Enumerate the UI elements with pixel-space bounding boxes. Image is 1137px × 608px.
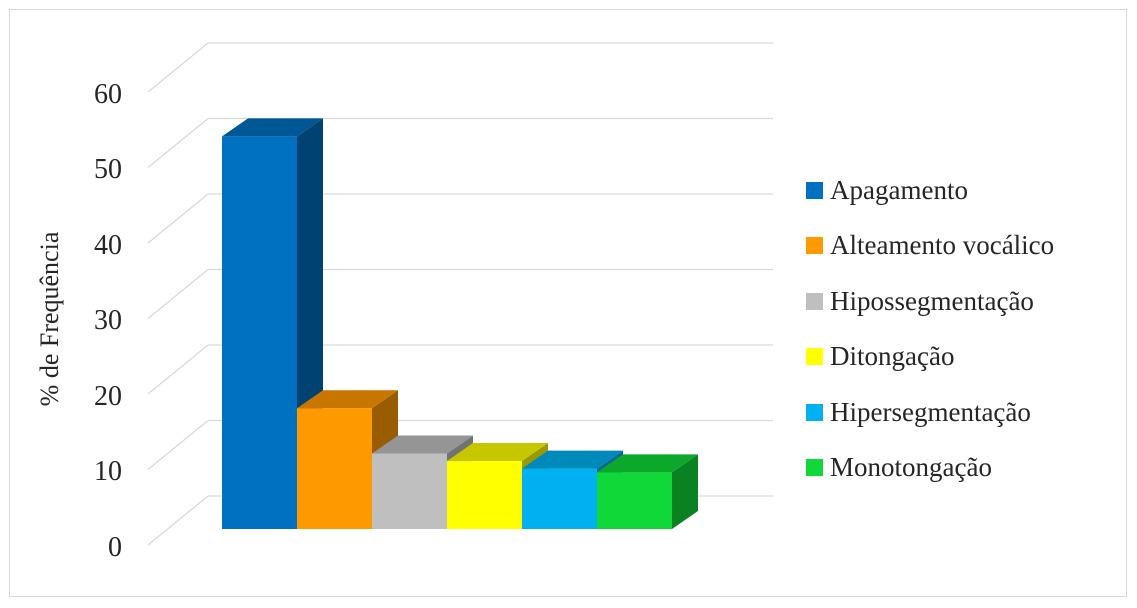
gridline-side — [147, 42, 209, 93]
gridline-side — [147, 117, 209, 169]
gridline-side — [147, 193, 209, 244]
bar-front — [597, 472, 672, 529]
bar-side — [672, 454, 698, 529]
bar-6 — [597, 454, 698, 529]
bar-top — [597, 454, 698, 473]
legend-item-hipossegmentacao: Hipossegmentação — [806, 285, 1054, 316]
y-tick-label: 30 — [94, 305, 122, 336]
y-tick-label: 60 — [94, 79, 122, 110]
gridline-side — [147, 419, 209, 471]
legend-swatch — [806, 348, 823, 366]
bar-front — [222, 136, 297, 529]
gridline-side — [147, 268, 209, 320]
legend-item-apagamento: Apagamento — [806, 174, 1054, 205]
legend-label: Monotongação — [830, 452, 992, 483]
bar-top — [297, 390, 398, 409]
legend-label: Ditongação — [830, 341, 955, 372]
legend: Apagamento Alteamento vocálico Hipossegm… — [806, 174, 1055, 510]
y-tick-label: 10 — [94, 456, 122, 487]
bar-front — [522, 468, 597, 529]
bar-front — [297, 408, 372, 529]
y-tick-label: 0 — [108, 532, 122, 563]
y-axis-label: % de Frequência — [35, 231, 64, 406]
legend-item-alteamento-vocalico: Alteamento vocálico — [806, 230, 1055, 261]
legend-swatch — [806, 237, 823, 255]
legend-label: Apagamento — [830, 174, 968, 205]
legend-label: Hipersegmentação — [830, 396, 1031, 427]
bar-top — [222, 118, 323, 137]
legend-label: Hipossegmentação — [830, 285, 1034, 316]
y-tick-label: 50 — [94, 154, 122, 185]
bar-front — [372, 453, 447, 529]
legend-item-hipersegmentacao: Hipersegmentação — [806, 396, 1054, 427]
y-tick-label: 40 — [94, 230, 122, 261]
legend-item-monotongacao: Monotongação — [806, 452, 1054, 483]
gridline-side — [147, 495, 209, 546]
bar-top — [447, 443, 548, 462]
bar-top — [372, 435, 473, 454]
bars — [222, 118, 698, 530]
y-axis-ticks: 0 10 20 30 40 50 60 — [94, 79, 122, 563]
legend-swatch — [806, 181, 823, 199]
gridline-side — [147, 344, 209, 395]
legend-label: Alteamento vocálico — [830, 230, 1055, 261]
bar-5 — [522, 450, 623, 529]
legend-swatch — [806, 459, 823, 477]
legend-item-ditongacao: Ditongação — [806, 341, 1054, 372]
legend-swatch — [806, 403, 823, 421]
legend-swatch — [806, 292, 823, 310]
y-tick-label: 20 — [94, 381, 122, 412]
bar-top — [522, 450, 623, 469]
bar-front — [447, 461, 522, 529]
